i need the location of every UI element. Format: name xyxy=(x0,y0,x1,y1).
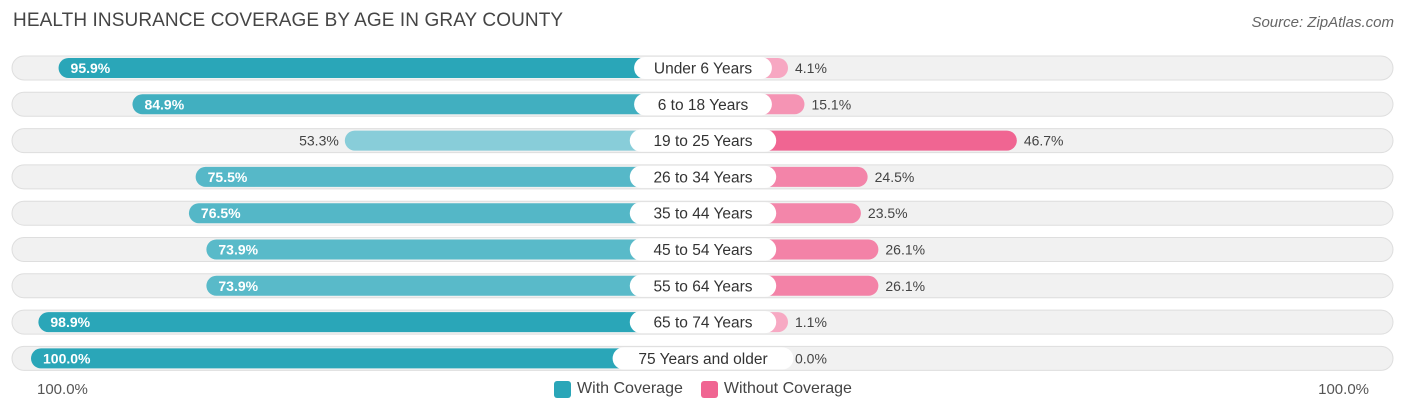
category-label: 6 to 18 Years xyxy=(658,97,749,114)
category-pill xyxy=(612,347,794,370)
bar-with-coverage xyxy=(132,94,704,115)
axis-left-label: 100.0% xyxy=(37,381,88,398)
legend-swatch-with-coverage xyxy=(554,380,572,398)
bar-with-coverage xyxy=(344,130,703,151)
value-label-with-coverage: 53.3% xyxy=(299,133,339,149)
value-label-without-coverage: 4.1% xyxy=(795,60,827,76)
legend-label-without-coverage: Without Coverage xyxy=(723,380,852,397)
category-pill xyxy=(629,165,777,188)
bar-with-coverage xyxy=(206,239,703,260)
legend-label-with-coverage: With Coverage xyxy=(577,380,683,397)
value-label-with-coverage: 73.9% xyxy=(218,242,258,258)
value-label-with-coverage: 98.9% xyxy=(50,314,90,330)
bar-with-coverage xyxy=(58,58,703,78)
bar-with-coverage xyxy=(206,275,703,296)
bar-with-coverage xyxy=(38,312,704,333)
value-label-without-coverage: 1.1% xyxy=(795,314,827,330)
category-label: 26 to 34 Years xyxy=(653,169,752,186)
value-label-without-coverage: 26.1% xyxy=(885,278,925,294)
value-label-with-coverage: 84.9% xyxy=(144,96,184,112)
legend: With Coverage Without Coverage xyxy=(0,380,1406,398)
value-label-without-coverage: 15.1% xyxy=(811,96,851,112)
value-label-without-coverage: 46.7% xyxy=(1024,133,1064,149)
category-pill xyxy=(634,93,772,116)
bar-without-coverage xyxy=(703,130,1017,151)
category-pill xyxy=(629,129,777,152)
category-label: 19 to 25 Years xyxy=(653,133,752,150)
axis-right-label: 100.0% xyxy=(1318,381,1369,398)
bar-with-coverage xyxy=(188,203,704,224)
value-label-with-coverage: 95.9% xyxy=(71,60,111,76)
value-label-without-coverage: 26.1% xyxy=(885,242,925,258)
category-pill xyxy=(634,57,772,79)
legend-item-without-coverage[interactable]: Without Coverage xyxy=(700,380,852,398)
category-label: 75 Years and older xyxy=(638,351,767,368)
value-label-with-coverage: 75.5% xyxy=(208,169,248,185)
category-pill xyxy=(629,311,777,334)
bar-with-coverage xyxy=(195,166,703,187)
category-label: 35 to 44 Years xyxy=(653,206,752,223)
legend-item-with-coverage[interactable]: With Coverage xyxy=(554,380,683,398)
value-label-with-coverage: 73.9% xyxy=(218,278,258,294)
category-label: 45 to 54 Years xyxy=(653,242,752,259)
value-label-without-coverage: 23.5% xyxy=(868,205,908,221)
value-label-with-coverage: 100.0% xyxy=(43,350,91,366)
category-pill xyxy=(629,238,777,261)
value-label-without-coverage: 24.5% xyxy=(875,169,915,185)
bar-with-coverage xyxy=(31,348,703,369)
category-pill xyxy=(629,202,777,225)
chart-title: HEALTH INSURANCE COVERAGE BY AGE IN GRAY… xyxy=(13,10,564,31)
category-label: Under 6 Years xyxy=(654,61,752,78)
category-label: 65 to 74 Years xyxy=(653,315,752,332)
category-pill xyxy=(629,274,777,297)
value-label-with-coverage: 76.5% xyxy=(201,205,241,221)
source-note: Source: ZipAtlas.com xyxy=(1251,14,1394,31)
value-label-without-coverage: 0.0% xyxy=(795,350,827,366)
category-label: 55 to 64 Years xyxy=(653,278,752,295)
legend-swatch-without-coverage xyxy=(700,380,718,398)
